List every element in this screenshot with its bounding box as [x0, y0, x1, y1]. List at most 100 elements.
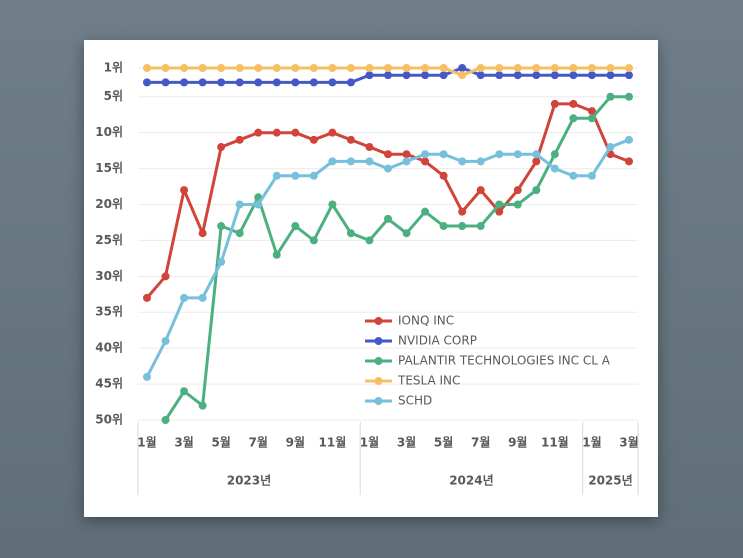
y-tick-label: 20위: [95, 197, 123, 211]
series-marker: [309, 171, 318, 180]
series-marker: [476, 222, 485, 231]
legend-marker: [374, 377, 383, 385]
series-marker: [291, 78, 300, 87]
series-marker: [550, 164, 559, 173]
series-marker: [402, 229, 411, 238]
series-marker: [587, 107, 596, 116]
series-marker: [198, 229, 207, 238]
series-marker: [346, 78, 355, 87]
series-marker: [625, 64, 633, 72]
series-marker: [309, 236, 318, 245]
series-marker: [198, 401, 207, 410]
y-tick-label: 40위: [95, 341, 123, 355]
series-marker: [180, 293, 189, 302]
series-marker: [235, 229, 244, 238]
series-marker: [217, 64, 226, 72]
series-marker: [180, 78, 189, 87]
series-marker: [161, 64, 170, 72]
series-marker: [476, 64, 485, 72]
series-marker: [272, 128, 281, 137]
series-marker: [587, 171, 596, 180]
series-marker: [346, 157, 355, 166]
series-marker: [328, 200, 337, 209]
legend-marker: [374, 397, 383, 405]
series-marker: [532, 186, 541, 195]
series-marker: [402, 71, 411, 80]
series-marker: [328, 157, 337, 166]
series-marker: [569, 99, 578, 108]
series-marker: [254, 78, 263, 87]
series-marker: [495, 64, 504, 72]
series-marker: [606, 143, 615, 152]
series-marker: [384, 164, 392, 173]
series-marker: [309, 135, 318, 144]
x-group-label: 2025년: [588, 474, 632, 488]
series-marker: [569, 171, 578, 180]
legend-marker: [374, 357, 383, 365]
series-marker: [587, 64, 596, 72]
series-marker: [161, 416, 170, 424]
series-marker: [421, 157, 430, 166]
series-marker: [180, 387, 189, 396]
series-marker: [346, 64, 355, 72]
x-tick-label: 1월: [582, 435, 601, 450]
series-marker: [346, 229, 355, 238]
x-tick-label: 7월: [471, 435, 490, 450]
x-group-label: 2024년: [449, 474, 493, 488]
y-tick-label: 30위: [95, 269, 123, 283]
series-marker: [180, 186, 189, 195]
series-marker: [495, 200, 504, 209]
x-tick-label: 7월: [249, 435, 268, 450]
series-marker: [532, 64, 541, 72]
series-marker: [309, 78, 318, 87]
series-marker: [495, 71, 504, 80]
y-tick-label: 5위: [104, 89, 123, 103]
series-marker: [291, 128, 300, 137]
x-tick-label: 1월: [137, 435, 156, 450]
series-marker: [569, 64, 578, 72]
series-marker: [328, 64, 337, 72]
series-marker: [513, 71, 522, 80]
series-marker: [458, 64, 467, 72]
x-tick-label: 11월: [319, 435, 347, 450]
x-tick-label: 3월: [619, 435, 638, 450]
chart-card: [84, 40, 658, 517]
series-marker: [439, 71, 448, 80]
series-marker: [143, 78, 151, 87]
x-tick-label: 3월: [174, 435, 193, 450]
series-marker: [161, 336, 170, 345]
series-marker: [439, 64, 448, 72]
series-marker: [402, 64, 411, 72]
series-marker: [235, 135, 244, 144]
series-marker: [495, 150, 504, 159]
series-marker: [625, 71, 633, 80]
series-marker: [532, 150, 541, 159]
series-marker: [272, 250, 281, 259]
legend-marker: [374, 317, 383, 325]
series-marker: [254, 128, 263, 137]
series-marker: [550, 99, 559, 108]
series-marker: [513, 186, 522, 195]
series-marker: [217, 222, 226, 231]
y-tick-label: 15위: [95, 161, 123, 175]
series-marker: [476, 71, 485, 80]
x-tick-label: 1월: [360, 435, 379, 450]
legend-label: PALANTIR TECHNOLOGIES INC CL A: [398, 354, 611, 368]
series-marker: [365, 157, 374, 166]
series-marker: [476, 157, 485, 166]
series-marker: [402, 150, 411, 159]
x-tick-label: 9월: [286, 435, 305, 450]
series-marker: [143, 293, 151, 302]
series-marker: [495, 207, 504, 216]
series-marker: [384, 64, 392, 72]
series-marker: [365, 143, 374, 152]
series-marker: [569, 71, 578, 80]
series-marker: [217, 257, 226, 266]
series-marker: [439, 171, 448, 180]
series-marker: [532, 157, 541, 166]
x-tick-label: 5월: [434, 435, 453, 450]
x-tick-label: 9월: [508, 435, 527, 450]
series-marker: [161, 78, 170, 87]
y-tick-label: 45위: [95, 377, 123, 391]
